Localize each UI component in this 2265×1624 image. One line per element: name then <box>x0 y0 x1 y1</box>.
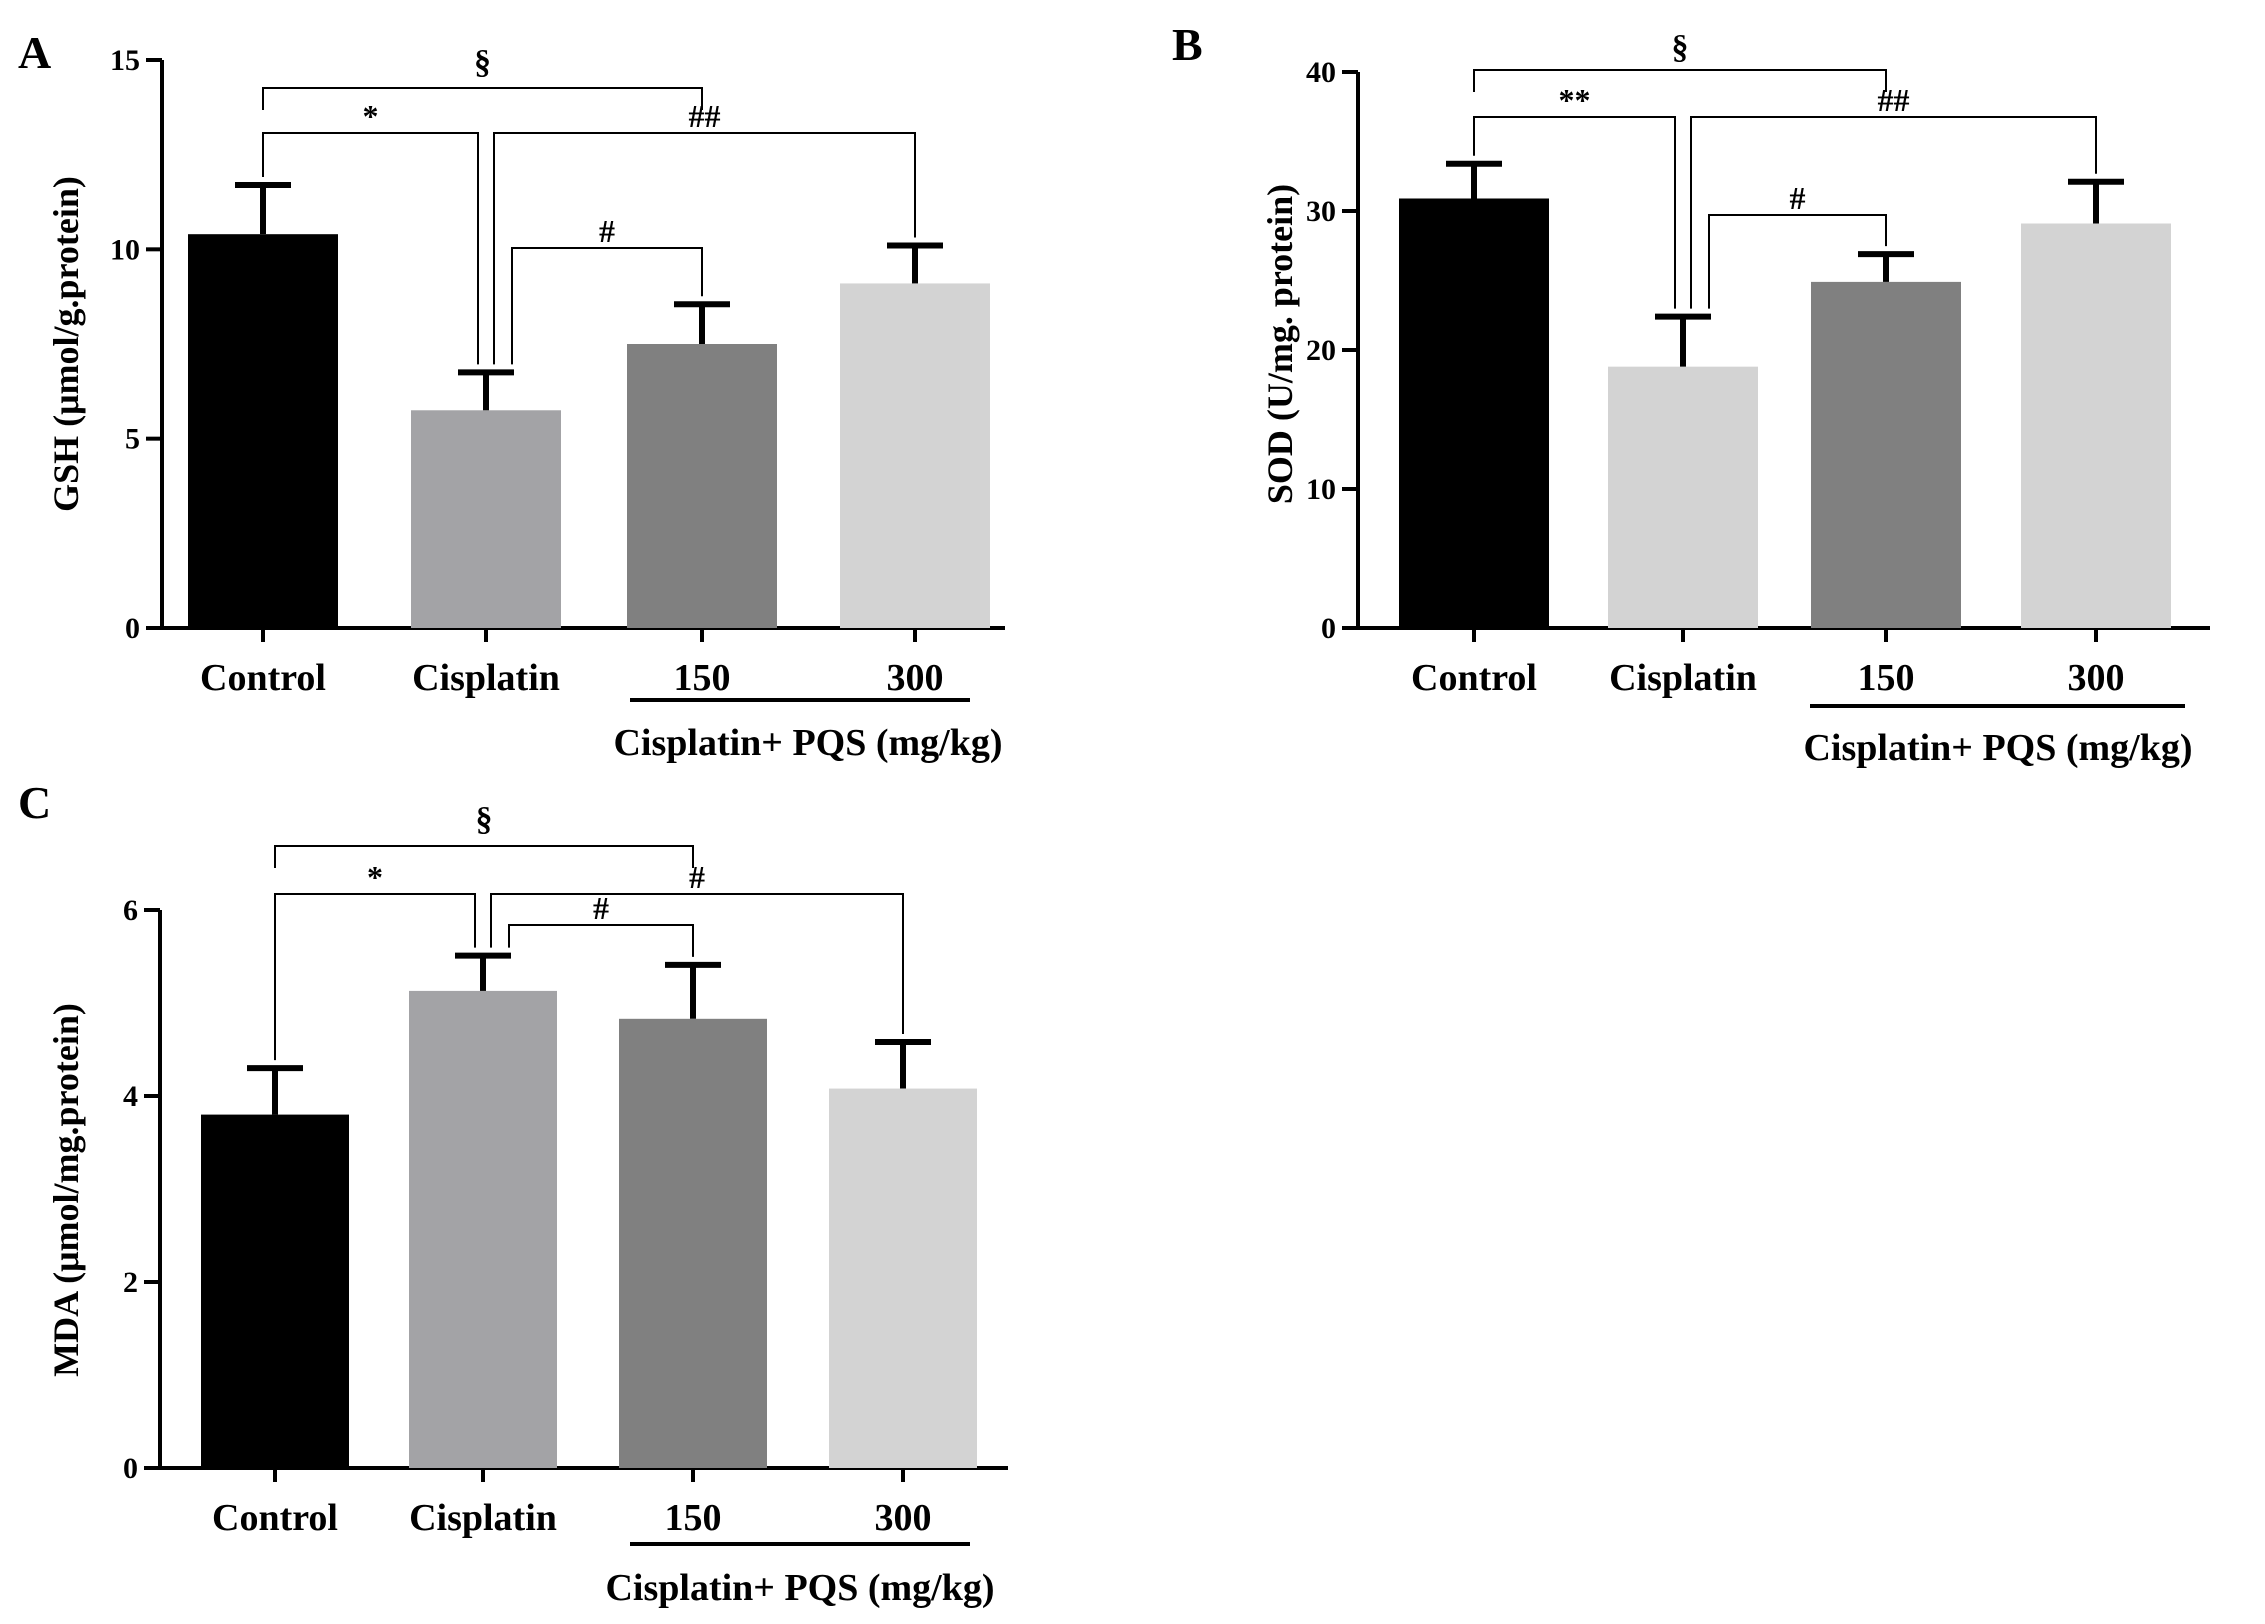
x-category-label: Cisplatin <box>1609 657 1757 699</box>
significance-bracket <box>262 132 479 365</box>
y-tick-label: 0 <box>125 612 140 645</box>
group-label: Cisplatin+ PQS (mg/kg) <box>605 1567 994 1609</box>
y-tick-label: 0 <box>123 1452 138 1485</box>
significance-label: * <box>367 859 383 895</box>
y-axis-label: SOD (U/mg. protein) <box>1260 184 1300 504</box>
y-tick-label: 10 <box>1306 473 1336 506</box>
y-tick-label: 6 <box>123 894 138 927</box>
x-category-label: Control <box>200 657 326 699</box>
panel-letter: B <box>1172 19 1203 70</box>
bar <box>1811 281 1961 628</box>
panel-letter: C <box>18 777 51 828</box>
bar <box>2021 223 2171 628</box>
significance-label: § <box>474 44 491 81</box>
significance-label: * <box>363 98 379 134</box>
significance-label: ## <box>1878 82 1910 118</box>
y-axis-label: GSH (μmol/g.protein) <box>46 176 86 512</box>
significance-bracket <box>1690 116 2097 309</box>
significance-label: # <box>689 859 705 895</box>
significance-bracket <box>262 87 703 110</box>
significance-bracket <box>511 247 703 365</box>
significance-label: # <box>1790 180 1806 216</box>
significance-label: # <box>593 890 609 926</box>
significance-bracket <box>274 845 694 868</box>
x-category-label: Control <box>212 1497 338 1539</box>
bar <box>1399 198 1549 629</box>
significance-bracket <box>1473 69 1887 92</box>
bar <box>188 234 338 629</box>
significance-label: § <box>1672 29 1689 66</box>
significance-label: # <box>599 213 615 249</box>
significance-label: ## <box>689 98 721 134</box>
significance-bracket <box>1473 116 1676 309</box>
chart-panel-b: B 0 10 20 30 40 SOD (U/mg. protein) Control Cisp… <box>1172 19 2210 769</box>
group-label: Cisplatin+ PQS (mg/kg) <box>613 722 1002 764</box>
bar <box>1608 366 1758 628</box>
bar <box>411 410 561 628</box>
significance-label: § <box>476 801 493 838</box>
chart-panel-c: C 0 2 4 6 MDA (μmol/mg.protein) Control Cisplat… <box>18 777 1008 1609</box>
bar <box>409 990 557 1468</box>
bar <box>619 1018 767 1468</box>
y-tick-label: 10 <box>110 233 140 266</box>
significance-bracket <box>508 924 694 957</box>
y-tick-label: 5 <box>125 423 140 456</box>
x-category-label: Cisplatin <box>412 657 560 699</box>
group-label: Cisplatin+ PQS (mg/kg) <box>1803 727 2192 769</box>
bar <box>201 1114 349 1468</box>
panel-letter: A <box>18 27 51 78</box>
significance-bracket <box>1708 214 1887 309</box>
y-tick-label: 2 <box>123 1266 138 1299</box>
significance-bracket <box>274 893 476 1061</box>
significance-label: ** <box>1559 82 1591 118</box>
y-tick-label: 15 <box>110 44 140 77</box>
significance-bracket <box>493 132 916 365</box>
y-tick-label: 40 <box>1306 56 1336 89</box>
x-category-label: Cisplatin <box>409 1497 557 1539</box>
x-category-label: 300 <box>2068 657 2125 699</box>
x-category-label: 150 <box>674 657 731 699</box>
y-axis-label: MDA (μmol/mg.protein) <box>46 1003 86 1377</box>
y-tick-label: 4 <box>123 1080 138 1113</box>
x-category-label: Control <box>1411 657 1537 699</box>
y-tick-label: 20 <box>1306 334 1336 367</box>
bar <box>627 344 777 628</box>
x-category-label: 150 <box>1858 657 1915 699</box>
bar <box>840 283 990 628</box>
bar <box>829 1088 977 1468</box>
significance-bracket <box>490 893 904 1035</box>
chart-panel-a: A 0 5 10 15 GSH (μmol/g.protein) Control Cispla… <box>18 27 1005 764</box>
x-category-label: 300 <box>887 657 944 699</box>
x-category-label: 150 <box>665 1497 722 1539</box>
y-tick-label: 30 <box>1306 195 1336 228</box>
x-category-label: 300 <box>875 1497 932 1539</box>
y-tick-label: 0 <box>1321 612 1336 645</box>
